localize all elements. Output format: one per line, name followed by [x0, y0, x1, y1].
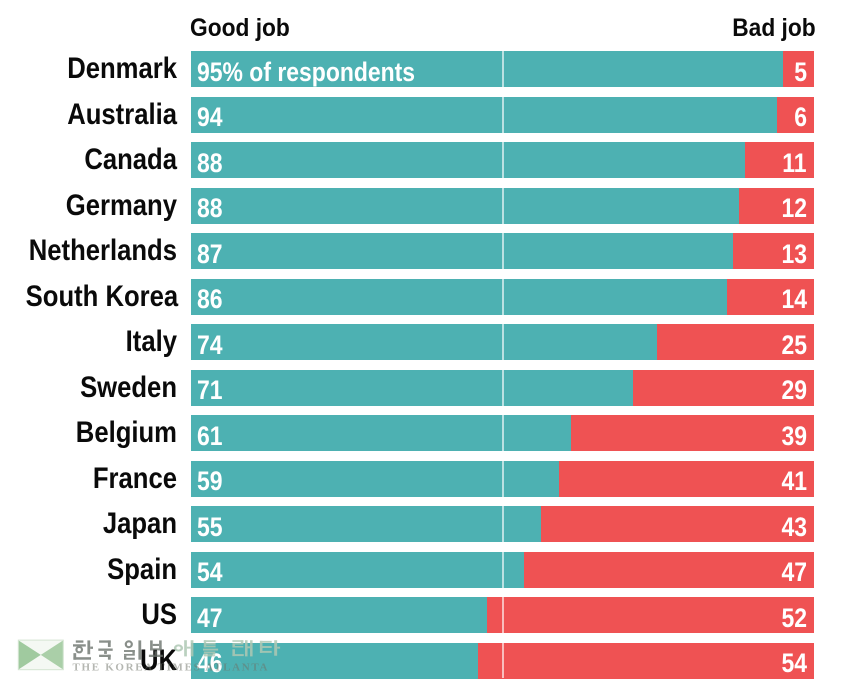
svg-text:THE KOREA TIMES ATLANTA: THE KOREA TIMES ATLANTA: [73, 662, 268, 674]
